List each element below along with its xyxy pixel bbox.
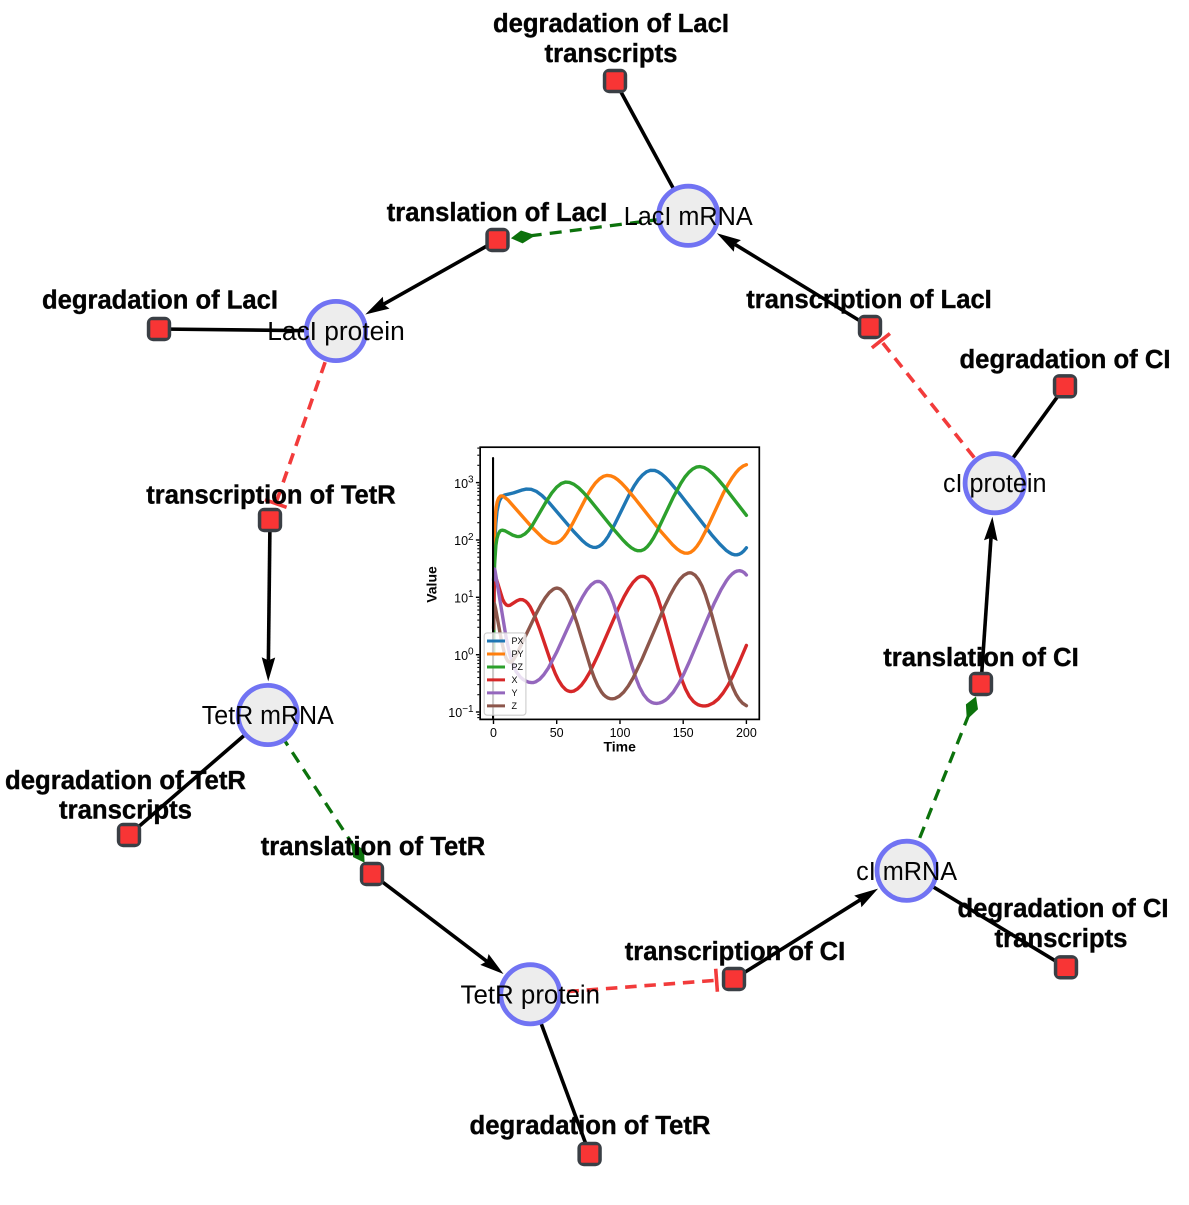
svg-text:101: 101 xyxy=(454,589,474,605)
svg-text:TetR protein: TetR protein xyxy=(461,981,601,1009)
svg-text:degradation of LacI: degradation of LacI xyxy=(493,10,729,38)
svg-text:translation of CI: translation of CI xyxy=(883,644,1079,672)
svg-text:Y: Y xyxy=(512,688,518,698)
svg-text:200: 200 xyxy=(736,726,757,740)
svg-text:10−1: 10−1 xyxy=(448,704,474,720)
svg-text:transcripts: transcripts xyxy=(995,925,1128,953)
svg-text:degradation of TetR: degradation of TetR xyxy=(5,767,246,795)
svg-text:degradation of LacI: degradation of LacI xyxy=(42,287,278,315)
svg-text:cI mRNA: cI mRNA xyxy=(856,858,957,886)
svg-text:150: 150 xyxy=(673,726,694,740)
svg-text:102: 102 xyxy=(454,532,474,548)
svg-text:degradation of TetR: degradation of TetR xyxy=(470,1112,711,1140)
svg-text:cI protein: cI protein xyxy=(943,470,1047,498)
svg-text:LacI mRNA: LacI mRNA xyxy=(624,203,753,231)
svg-text:translation of LacI: translation of LacI xyxy=(387,199,608,227)
svg-text:X: X xyxy=(512,675,518,685)
svg-text:Z: Z xyxy=(512,701,518,711)
svg-text:Value: Value xyxy=(424,566,440,603)
svg-text:TetR mRNA: TetR mRNA xyxy=(202,702,334,730)
svg-text:LacI protein: LacI protein xyxy=(267,318,405,346)
svg-text:PY: PY xyxy=(512,649,524,659)
svg-text:PZ: PZ xyxy=(512,662,524,672)
svg-text:transcription of LacI: transcription of LacI xyxy=(746,286,992,314)
svg-text:PX: PX xyxy=(512,636,524,646)
svg-text:transcription of TetR: transcription of TetR xyxy=(146,482,396,510)
svg-text:0: 0 xyxy=(490,726,497,740)
svg-text:transcripts: transcripts xyxy=(545,40,678,68)
svg-text:transcripts: transcripts xyxy=(59,797,192,825)
svg-text:degradation of CI: degradation of CI xyxy=(960,346,1171,374)
svg-text:103: 103 xyxy=(454,475,474,491)
svg-text:50: 50 xyxy=(550,726,564,740)
svg-text:Time: Time xyxy=(603,739,636,755)
svg-text:100: 100 xyxy=(454,647,474,663)
svg-text:transcription of CI: transcription of CI xyxy=(625,938,846,966)
svg-text:translation of TetR: translation of TetR xyxy=(261,833,486,861)
svg-text:100: 100 xyxy=(610,726,631,740)
svg-text:degradation of CI: degradation of CI xyxy=(958,895,1169,923)
